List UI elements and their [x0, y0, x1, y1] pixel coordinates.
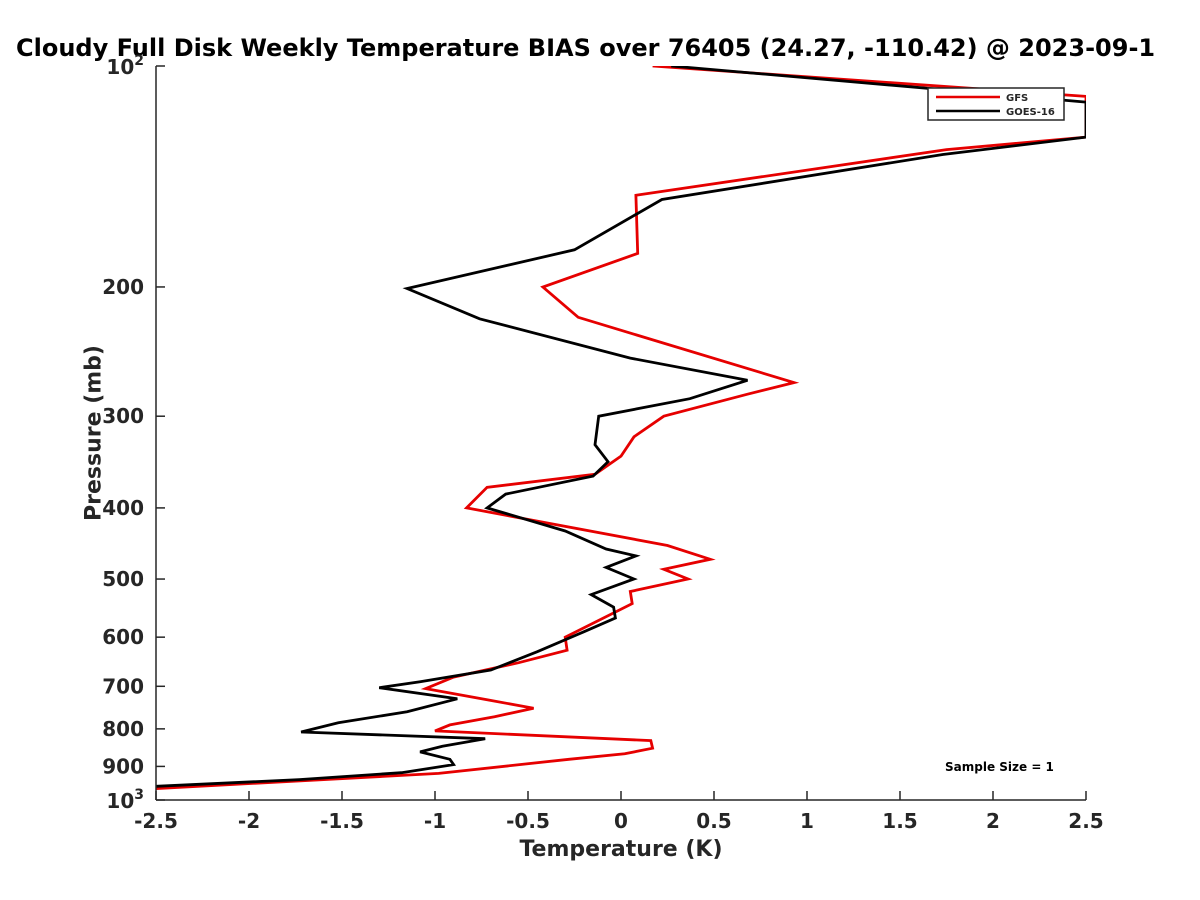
x-tick-label: 0: [614, 809, 628, 833]
x-tick-label: 2: [986, 809, 1000, 833]
x-tick-label: 1: [800, 809, 814, 833]
y-tick-label: 900: [102, 754, 144, 778]
plot-area: -2.5 -2 -1.5 -1 -0.5 0 0.5 1 1.5 2 2.5 200 300 400 50…: [102, 53, 1103, 833]
y-tick-label: 500: [102, 567, 144, 591]
sample-size-annotation: Sample Size = 1: [945, 760, 1054, 774]
x-axis-label: Temperature (K): [519, 837, 722, 862]
y-tick-label: 200: [102, 275, 144, 299]
x-tick-label: 1.5: [882, 809, 917, 833]
series-line-goes-16: [156, 66, 1086, 788]
y-axis-ticks: 200 300 400 500 600 700 800 900 102 103: [102, 53, 165, 813]
y-tick-label: 800: [102, 717, 144, 741]
y-tick-label: 400: [102, 496, 144, 520]
series-group: [156, 66, 1086, 790]
x-axis-ticks: -2.5 -2 -1.5 -1 -0.5 0 0.5 1 1.5 2 2.5: [134, 791, 1104, 833]
series-line-gfs: [156, 66, 1086, 790]
x-tick-label: -0.5: [506, 809, 550, 833]
y-decade-tick-label: 102: [106, 53, 144, 79]
y-tick-label: 600: [102, 625, 144, 649]
legend-gfs-label: GFS: [1006, 93, 1028, 104]
x-tick-label: -2.5: [134, 809, 178, 833]
legend-box: [927, 87, 1065, 121]
y-axis-label: Pressure (mb): [82, 345, 107, 521]
y-tick-label: 700: [102, 674, 144, 698]
y-decade-tick-label: 103: [106, 787, 144, 813]
legend-goes16-label: GOES-16: [1006, 107, 1055, 118]
x-tick-label: 0.5: [696, 809, 731, 833]
legend: GFS GOES-16: [927, 87, 1065, 121]
y-tick-label: 300: [102, 404, 144, 428]
x-tick-label: -1.5: [320, 809, 364, 833]
chart-title: Cloudy Full Disk Weekly Temperature BIAS…: [16, 34, 1155, 62]
x-tick-label: 2.5: [1068, 809, 1103, 833]
x-tick-label: -2: [238, 809, 260, 833]
x-tick-label: -1: [424, 809, 446, 833]
